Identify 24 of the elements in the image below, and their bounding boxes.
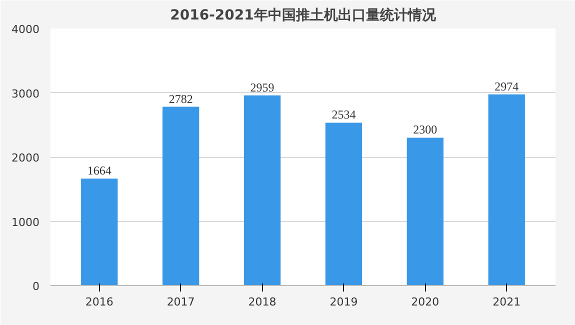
data-label: 2534 xyxy=(332,108,356,122)
x-tick-label: 2016 xyxy=(85,296,114,308)
x-tick-label: 2021 xyxy=(492,296,521,308)
y-tick-label: 1000 xyxy=(12,216,40,229)
y-tick-label: 3000 xyxy=(12,87,40,100)
bar xyxy=(488,94,525,286)
data-label: 2959 xyxy=(250,80,274,94)
data-label: 2782 xyxy=(168,92,193,106)
data-label: 2974 xyxy=(494,79,519,94)
bar xyxy=(81,178,118,286)
x-tick-label: 2017 xyxy=(166,296,195,308)
y-tick-label: 2000 xyxy=(12,152,40,164)
bar xyxy=(325,122,362,286)
bar xyxy=(162,106,200,286)
bar xyxy=(244,95,281,286)
data-label: 2300 xyxy=(413,122,438,137)
y-tick-label: 0 xyxy=(32,280,40,293)
x-tick-label: 2020 xyxy=(411,296,440,308)
data-label: 1664 xyxy=(87,164,112,178)
x-tick-label: 2018 xyxy=(248,296,276,308)
y-tick-label: 4000 xyxy=(12,23,40,36)
bar xyxy=(406,138,444,286)
chart-title: 2016-2021年中国推土机出口量统计情况 xyxy=(170,6,437,24)
x-tick-label: 2019 xyxy=(330,296,358,308)
